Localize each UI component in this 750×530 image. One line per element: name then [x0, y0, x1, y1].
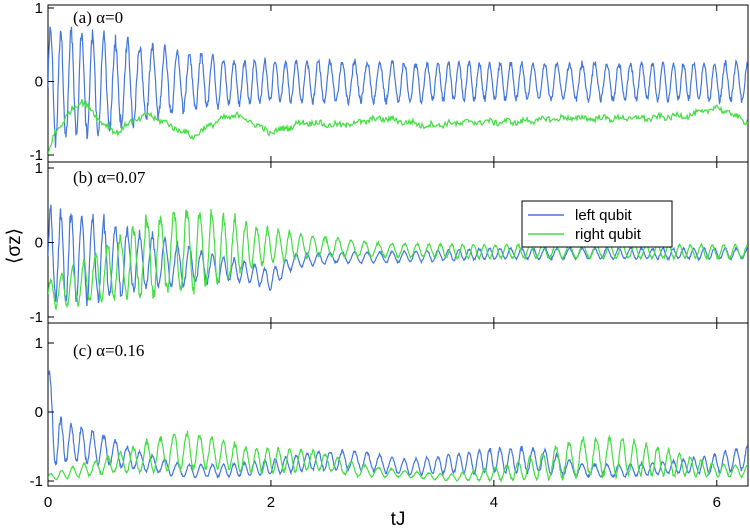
y-tick-label-panel-2-1: 0 — [35, 235, 43, 252]
y-tick-label-panel-3-0: -1 — [30, 473, 43, 490]
x-tick-label-3: 6 — [713, 494, 721, 511]
y-axis-title: ⟨σz⟩ — [4, 228, 25, 264]
series-line-left-qubit-panel-1 — [48, 26, 748, 148]
curves-layer — [48, 26, 748, 483]
y-tick-label-panel-2-0: -1 — [30, 309, 43, 326]
y-tick-label-panel-1-1: 0 — [35, 74, 43, 91]
series-line-left-qubit-panel-2 — [48, 204, 748, 307]
x-axis-title: tJ — [391, 509, 406, 530]
series-line-right-qubit-panel-2 — [48, 208, 748, 311]
panel-a — [47, 4, 749, 163]
y-tick-label-panel-1-2: 1 — [35, 0, 43, 17]
panel-c — [47, 322, 749, 487]
legend-box — [521, 200, 673, 248]
panel-b-label: (b) α=0.07 — [73, 168, 146, 187]
x-tick-label-0: 0 — [44, 494, 52, 511]
panel-a-frame — [47, 4, 749, 163]
panel-c-label: (c) α=0.16 — [73, 341, 144, 360]
panel-a-label: (a) α=0 — [73, 8, 123, 27]
y-axis-title-group: ⟨σz⟩ — [4, 228, 25, 264]
series-line-right-qubit-panel-1 — [48, 99, 748, 155]
x-tick-label-1: 2 — [267, 494, 275, 511]
legend-label-left-qubit: left qubit — [575, 207, 633, 224]
y-tick-label-panel-3-1: 0 — [35, 404, 43, 421]
y-tick-label-panel-3-2: 1 — [35, 335, 43, 352]
legend-label-right-qubit: right qubit — [575, 226, 642, 243]
panel-c-frame — [47, 322, 749, 487]
x-tick-label-2: 4 — [490, 494, 498, 511]
y-tick-label-panel-1-0: -1 — [30, 147, 43, 164]
series-line-right-qubit-panel-3 — [48, 430, 748, 483]
y-tick-label-panel-2-2: 1 — [35, 160, 43, 177]
legend: left qubit right qubit — [521, 200, 673, 248]
